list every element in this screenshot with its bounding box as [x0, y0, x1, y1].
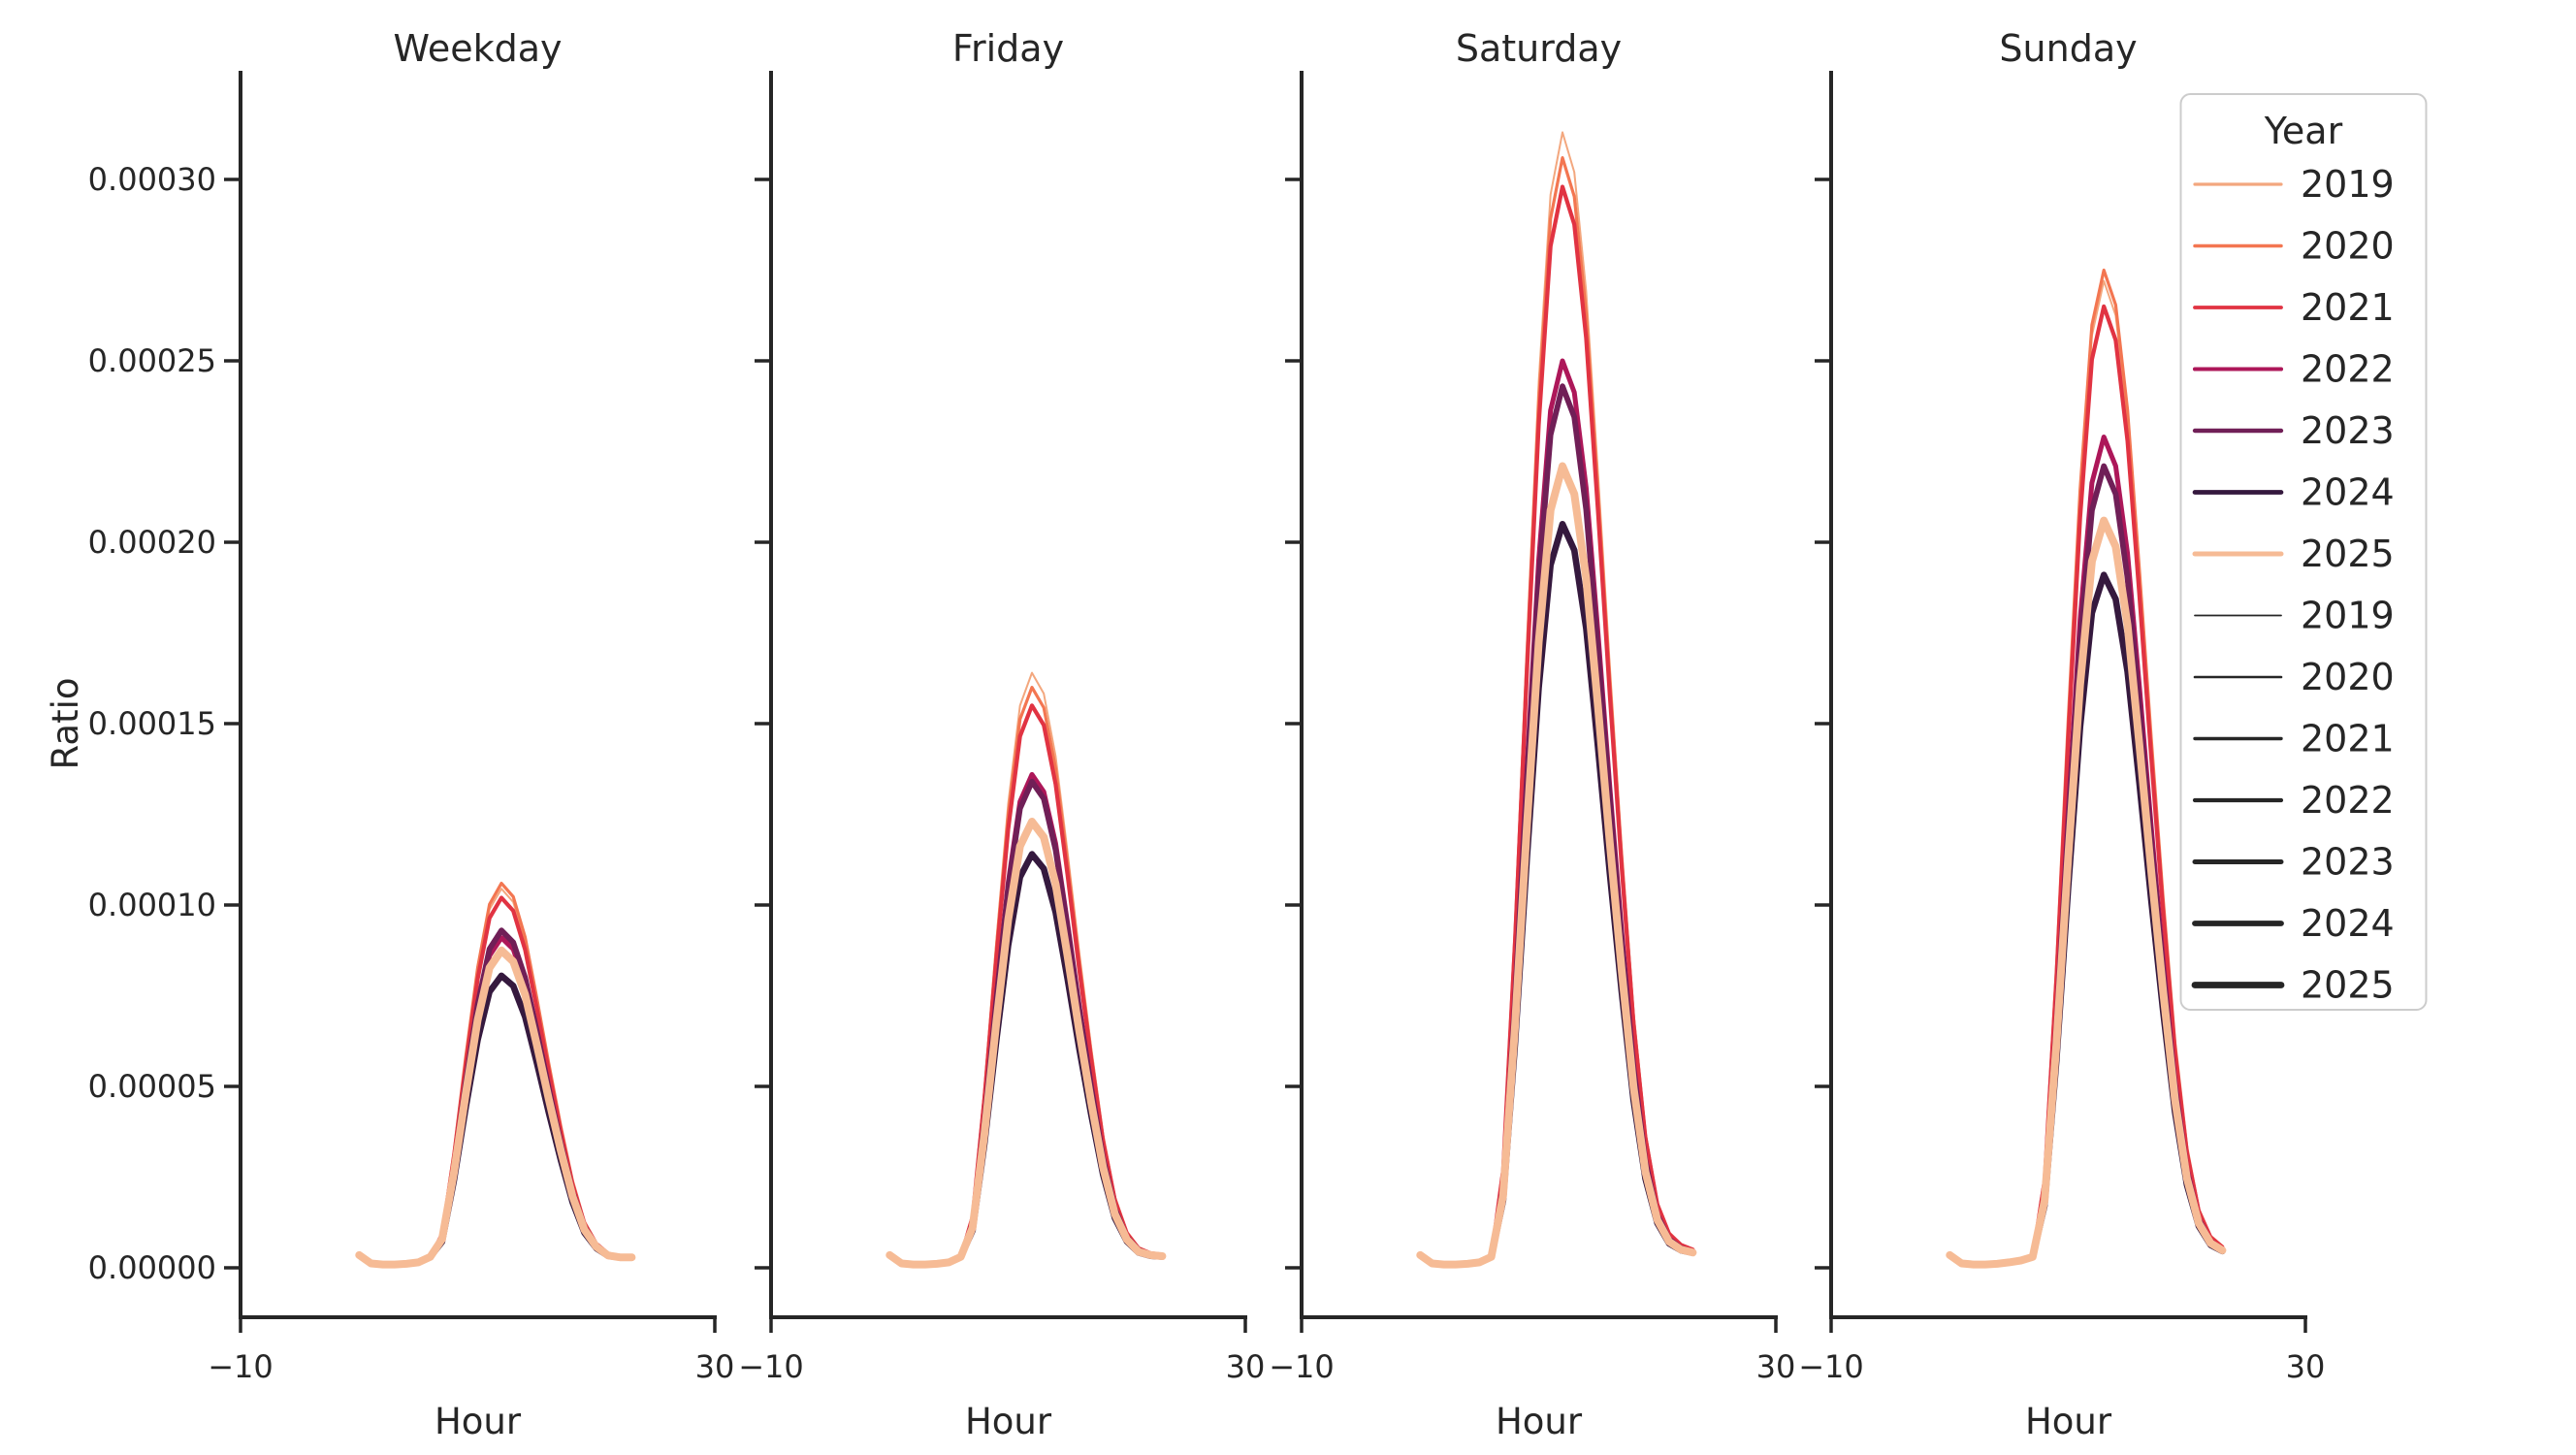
- panel-title: Saturday: [1456, 27, 1622, 70]
- y-axis-tick-label: 0.00000: [88, 1249, 216, 1286]
- x-axis-tick-label: −10: [1269, 1348, 1335, 1385]
- axis-x-label: Hour: [965, 1401, 1052, 1442]
- legend-entry-label: 2022: [2301, 348, 2395, 391]
- legend-entry-label: 2020: [2301, 656, 2395, 698]
- panel-title: Weekday: [393, 27, 562, 70]
- facet-panel-sunday: Sunday −10 30 Hour: [1798, 27, 2325, 1442]
- legend-entry-label: 2024: [2301, 902, 2395, 945]
- y-axis-tick-label: 0.00015: [88, 705, 216, 742]
- panel-title: Sunday: [1999, 27, 2137, 70]
- legend-entry-label: 2025: [2301, 964, 2395, 1007]
- panel-title: Friday: [952, 27, 1064, 70]
- axis-x-label: Hour: [2025, 1401, 2112, 1442]
- series-line-2025: [886, 818, 1167, 1269]
- x-axis-tick-label: −10: [208, 1348, 274, 1385]
- legend-title: Year: [2264, 110, 2343, 152]
- axis-y-label: Ratio: [45, 678, 86, 770]
- x-axis-tick-label: −10: [1798, 1348, 1864, 1385]
- legend-entry-label: 2021: [2301, 718, 2395, 760]
- y-axis-tick-label: 0.00005: [88, 1068, 216, 1105]
- facet-panel-weekday: Weekday 0.00030 0.00025 0.00020 0.00015 0.000…: [88, 27, 735, 1442]
- legend: Year 2019 2020 2021 2022 2023 2024 2025 2019 2020…: [2179, 93, 2428, 1011]
- y-axis-tick-label: 0.00010: [88, 887, 216, 923]
- series-line-2025: [355, 946, 636, 1269]
- facet-panel-friday: Friday −10 30 Hour: [738, 27, 1265, 1442]
- legend-entry-label: 2025: [2301, 533, 2395, 575]
- legend-entry-label: 2021: [2301, 286, 2395, 329]
- y-axis-tick-label: 0.00030: [88, 161, 216, 198]
- x-axis-tick-label: 30: [695, 1348, 735, 1385]
- legend-entry-label: 2019: [2301, 595, 2395, 637]
- axis-x-label: Hour: [435, 1401, 522, 1442]
- x-axis-tick-label: −10: [738, 1348, 804, 1385]
- legend-entry-label: 2023: [2301, 409, 2395, 452]
- legend-entry-label: 2023: [2301, 841, 2395, 884]
- facet-panel-saturday: Saturday −10 30 Hour: [1269, 27, 1795, 1442]
- legend-entry-label: 2020: [2301, 225, 2395, 268]
- legend-entry-label: 2022: [2301, 779, 2395, 822]
- x-axis-tick-label: 30: [2286, 1348, 2326, 1385]
- x-axis-tick-label: 30: [1226, 1348, 1266, 1385]
- series-line-2025: [1946, 516, 2227, 1269]
- y-axis-tick-label: 0.00020: [88, 524, 216, 561]
- series-line-2025: [1416, 462, 1697, 1269]
- x-axis-tick-label: 30: [1756, 1348, 1796, 1385]
- legend-entry-label: 2019: [2301, 163, 2395, 206]
- legend-entry-label: 2024: [2301, 471, 2395, 514]
- legend-box: [2179, 93, 2428, 1011]
- y-axis-tick-label: 0.00025: [88, 342, 216, 379]
- axis-x-label: Hour: [1496, 1401, 1583, 1442]
